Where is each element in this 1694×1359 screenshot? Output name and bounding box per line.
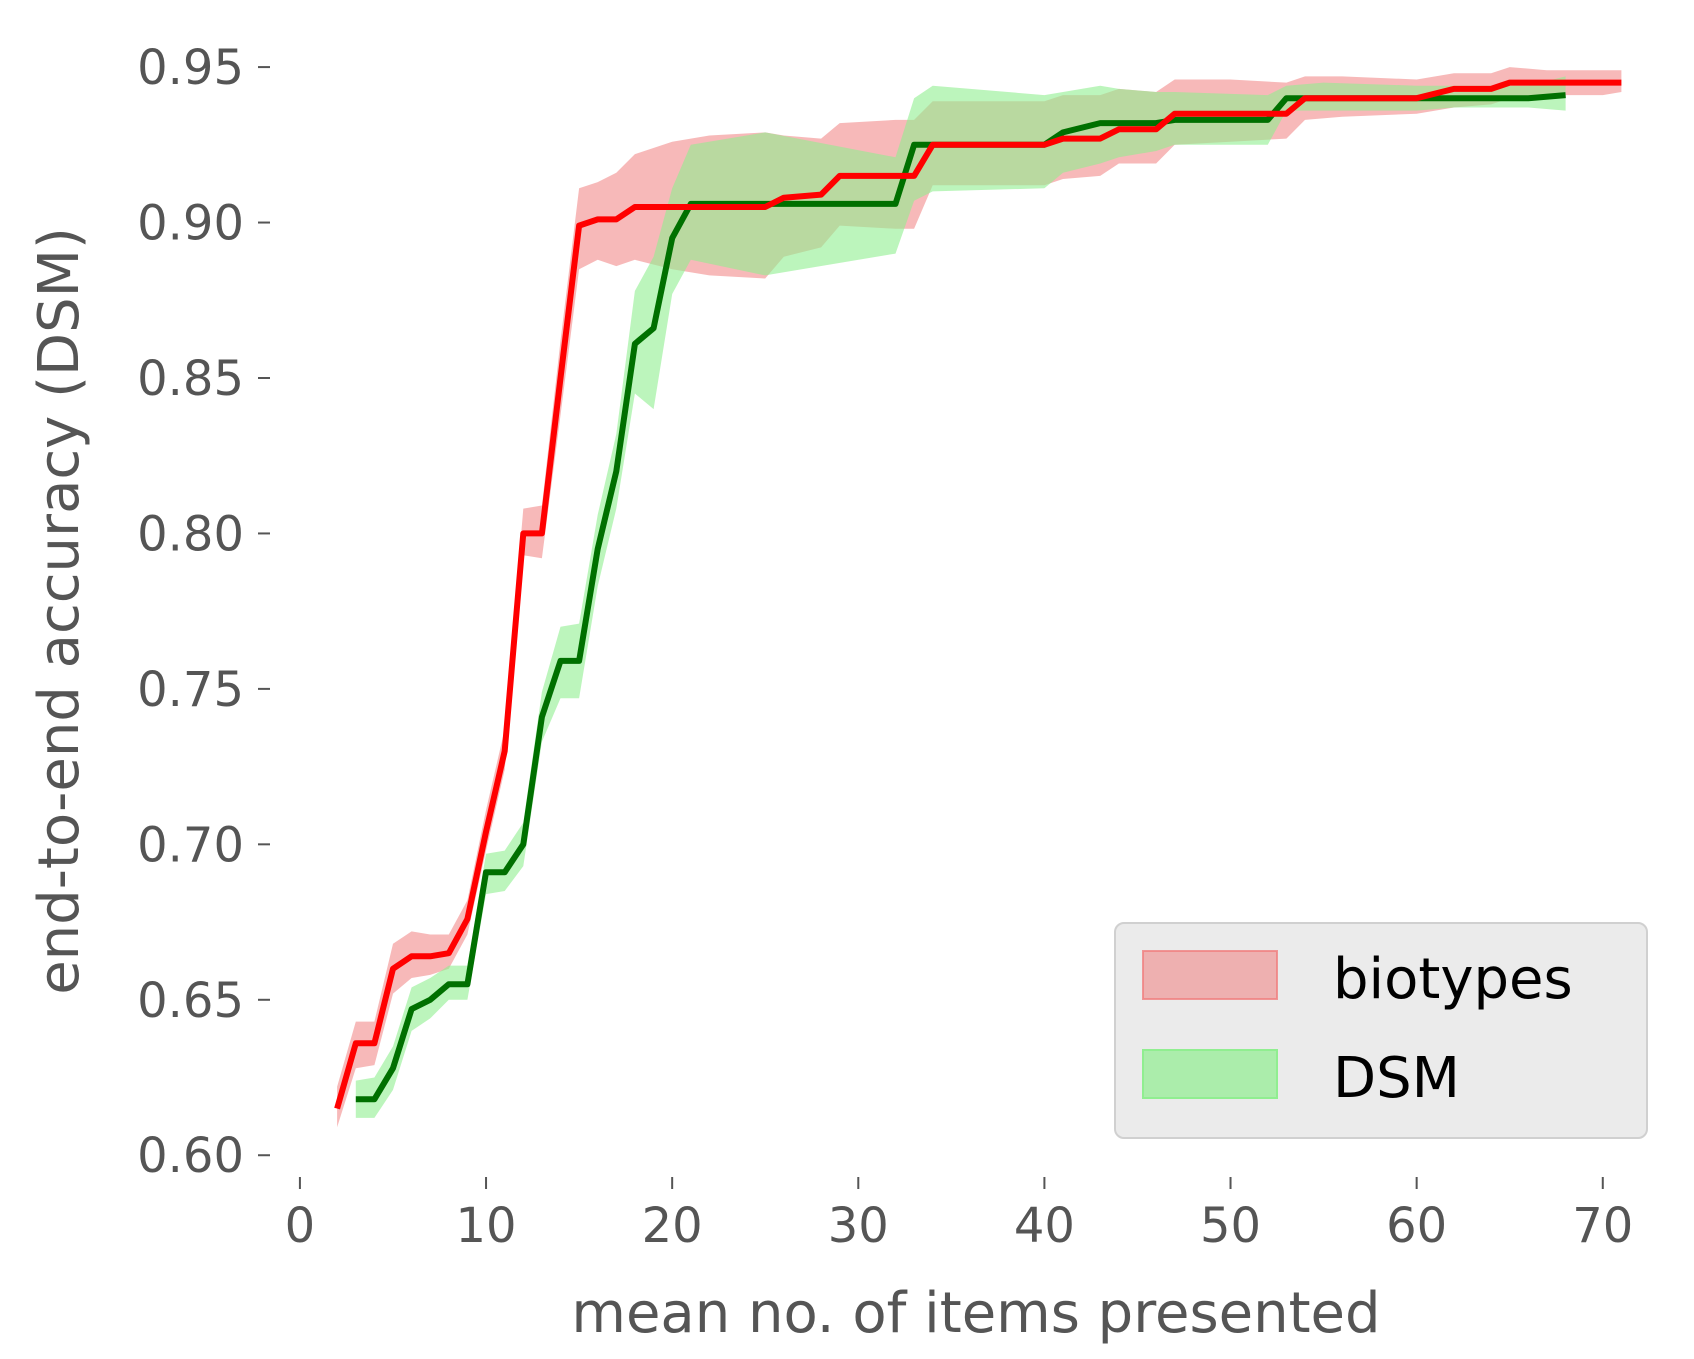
x-tick-label-10: 10	[456, 1198, 517, 1254]
legend-swatch-dsm	[1142, 1049, 1278, 1099]
y-tick-label-0-60: 0.60	[137, 1128, 244, 1184]
x-tick-label-20: 20	[642, 1198, 703, 1254]
x-tick-label-60: 60	[1386, 1198, 1447, 1254]
y-tick-label-0-90: 0.90	[137, 196, 244, 252]
legend-swatch-biotypes	[1142, 950, 1278, 1000]
y-tick-label-0-70: 0.70	[137, 817, 244, 873]
series-lines	[334, 79, 1622, 1110]
y-axis-label: end-to-end accuracy (DSM)	[27, 227, 92, 995]
legend-label-biotypes: biotypes	[1333, 947, 1573, 1012]
x-tick-label-40: 40	[1014, 1198, 1075, 1254]
y-tick-label-0-95: 0.95	[137, 40, 244, 96]
line-biotypes	[334, 79, 1622, 1110]
x-tick-label-0: 0	[285, 1198, 316, 1254]
x-tick-label-30: 30	[828, 1198, 889, 1254]
legend-label-dsm: DSM	[1333, 1046, 1460, 1111]
y-tick-label-0-75: 0.75	[137, 662, 244, 718]
confidence-bands	[337, 67, 1622, 1128]
legend: biotypes DSM	[1114, 922, 1648, 1139]
x-tick-label-50: 50	[1200, 1198, 1261, 1254]
x-axis: 0 10 20 30 40 50 60 70	[285, 1177, 1633, 1254]
y-tick-label-0-80: 0.80	[137, 506, 244, 562]
x-axis-label: mean no. of items presented	[571, 1281, 1380, 1346]
y-tick-label-0-85: 0.85	[137, 351, 244, 407]
y-tick-label-0-65: 0.65	[137, 973, 244, 1029]
band-dsm	[355, 76, 1566, 1118]
y-axis: 0.60 0.65 0.70 0.75 0.80 0.85 0.90 0.95	[137, 40, 270, 1184]
x-tick-label-70: 70	[1572, 1198, 1633, 1254]
